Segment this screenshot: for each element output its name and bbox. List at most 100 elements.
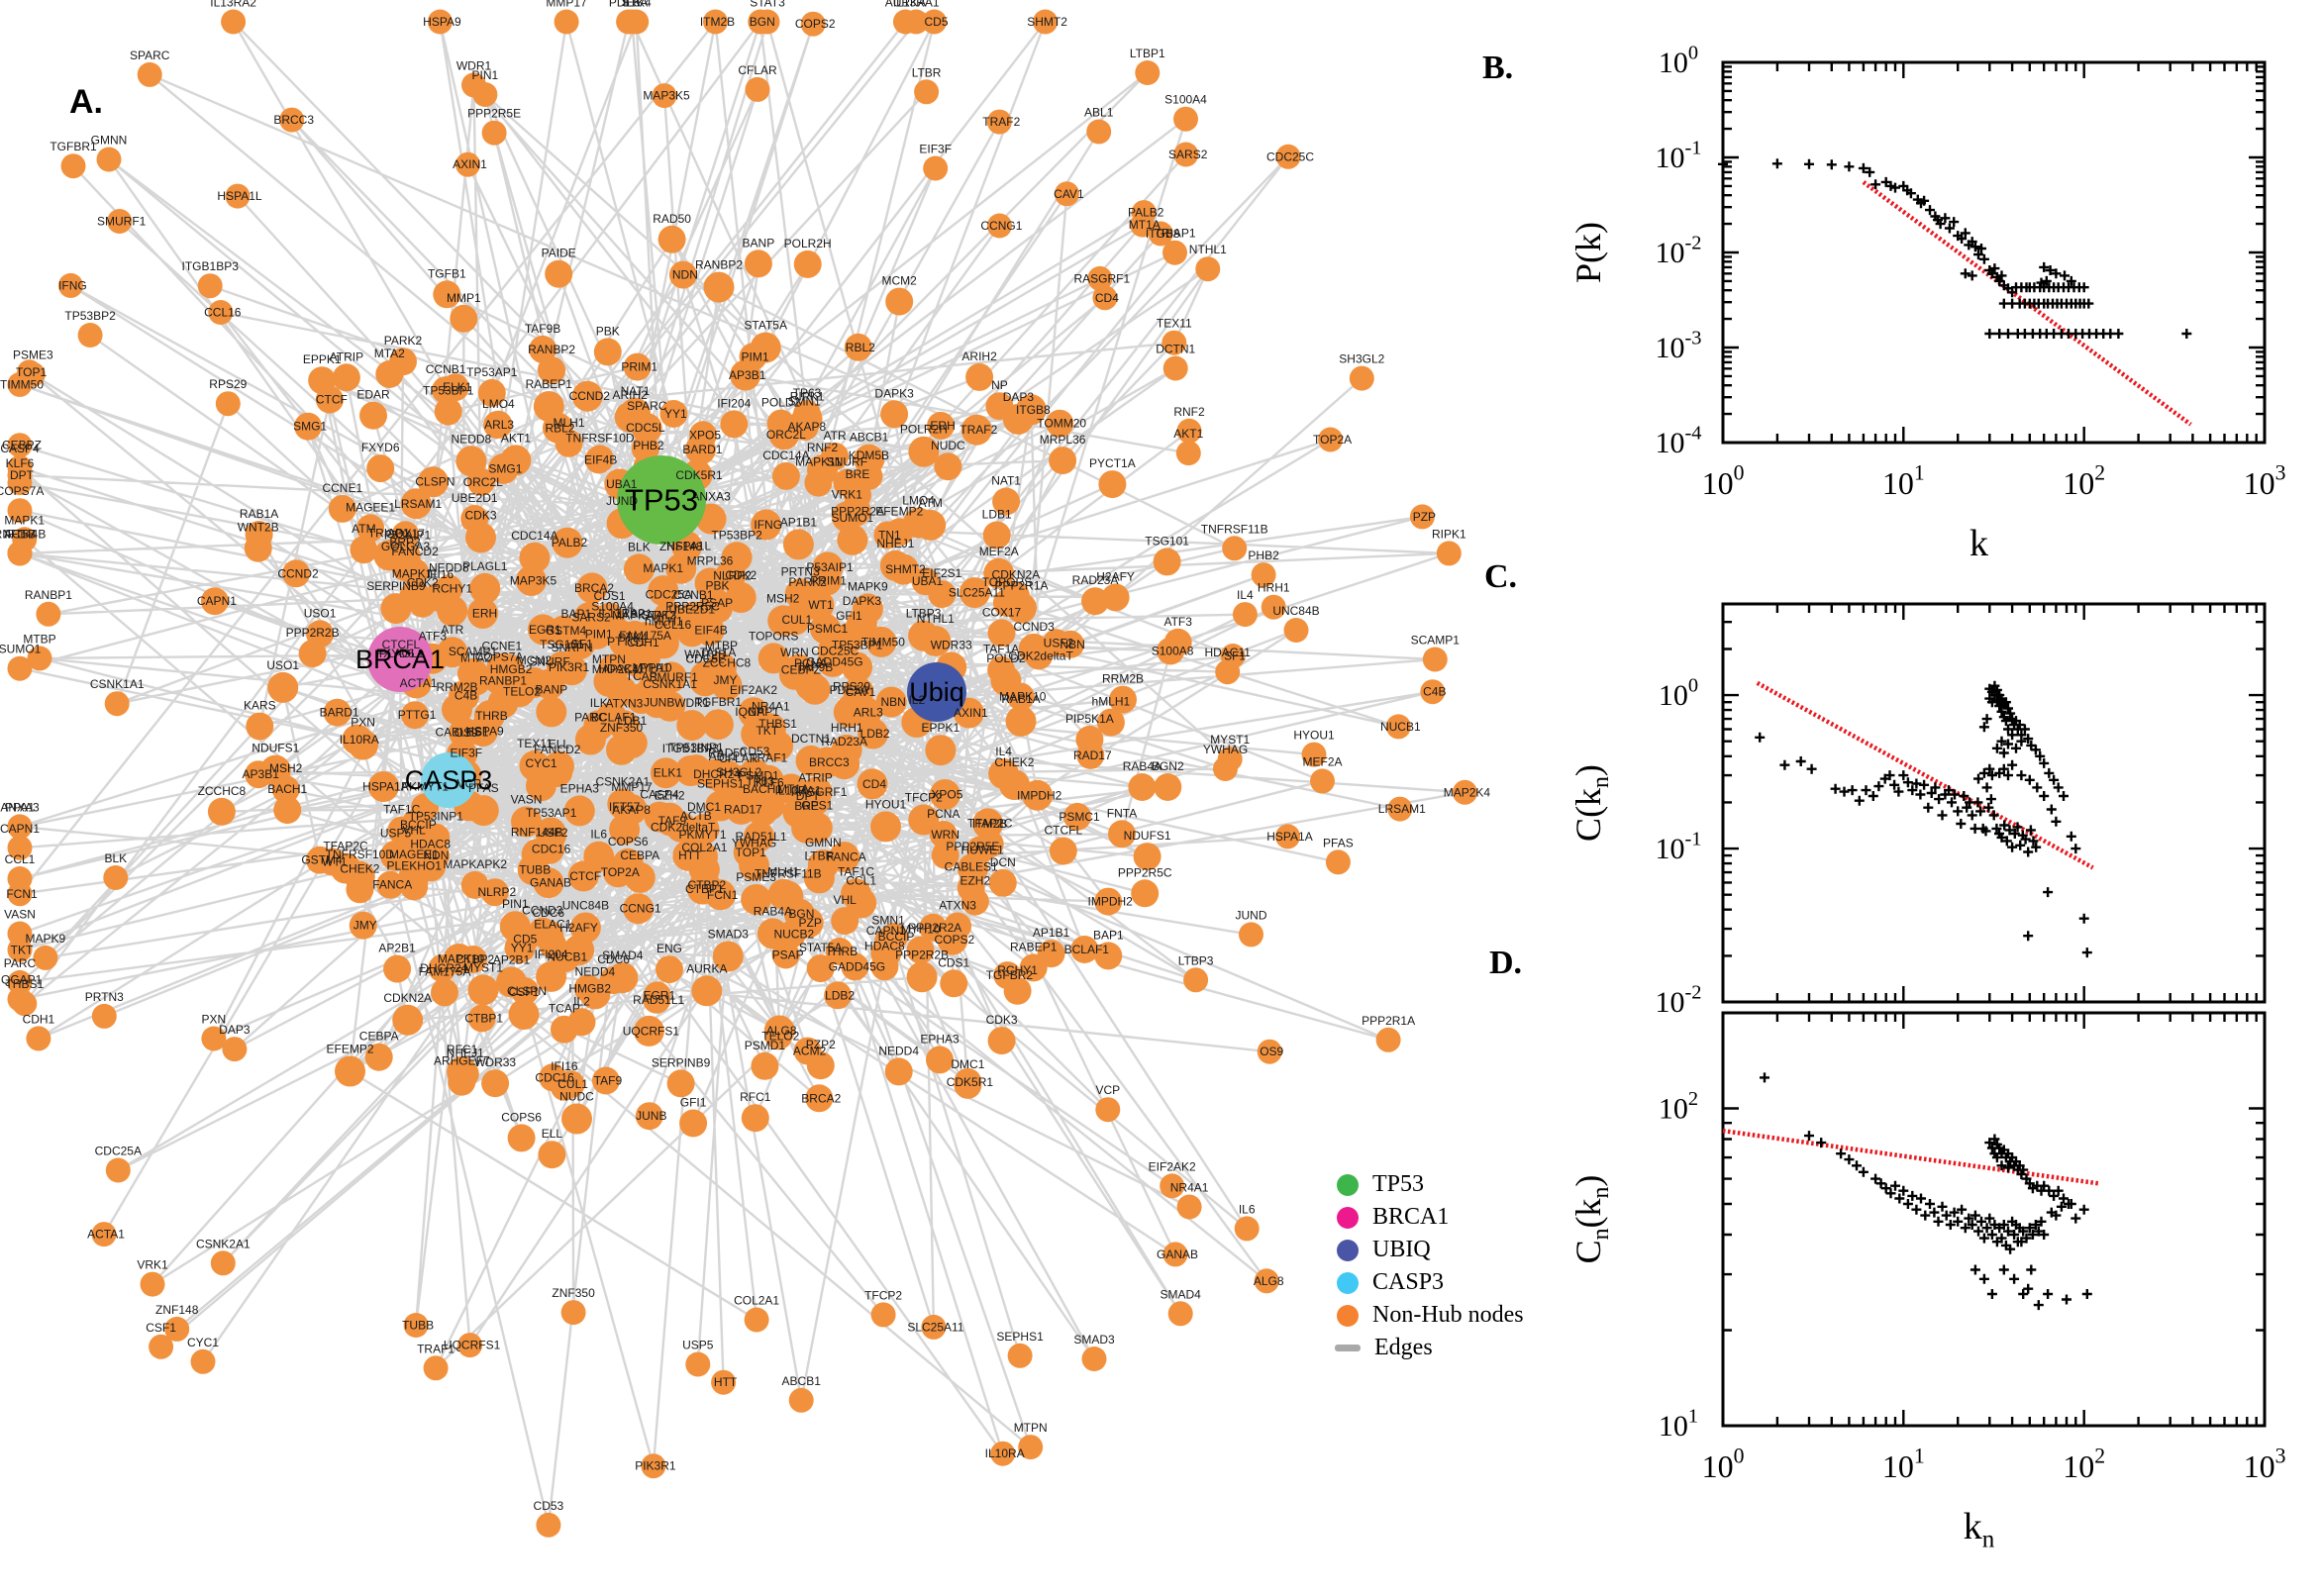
node-label: PYCT1A [1089,456,1136,470]
non-hub-node [623,893,655,925]
node-label: S100A4 [591,600,634,614]
node-label: RFC1 [447,1043,478,1056]
node-label: RAB1A [1001,692,1040,706]
non-hub-node [1325,849,1351,875]
node-label: LDB2 [860,727,890,741]
node-label: ARL3 [854,706,883,720]
non-hub-node [906,961,938,993]
node-label: JUND [1236,908,1267,922]
non-hub-node [561,1103,592,1135]
node-label: ELK1 [443,380,472,394]
node-label: HRH1 [1258,581,1290,595]
node-label: BGN2 [1152,759,1184,773]
node-label: TP63 [746,774,774,788]
node-label: SHMT2 [1027,15,1067,29]
node-label: NTHL1 [1189,243,1227,256]
non-hub-node [925,735,957,766]
node-label: BLK [628,540,651,553]
node-label: HSPA1L [217,189,261,203]
non-hub-node [633,1015,664,1047]
non-hub-node [940,969,968,998]
node-label: CD53 [740,745,770,758]
non-hub-node [793,249,822,278]
non-hub-node [870,811,901,843]
node-label: TFCP2 [864,1288,902,1302]
node-label: PSMC1 [807,622,849,636]
node-label: WT1 [808,598,834,612]
node-label: NTHL1 [917,612,955,626]
non-hub-node [387,816,416,845]
non-hub-node [1007,1343,1033,1368]
network-legend: TP53 BRCA1 UBIQ CASP3 Non-Hub nodes Edge… [1335,1168,1524,1364]
node-label: MYST1 [1210,733,1250,747]
node-label: PPP2R1A [994,579,1048,593]
non-hub-node [91,1003,117,1029]
tick-label: 10-1 [1656,829,1702,866]
non-hub-node [959,577,990,609]
non-hub-node [691,975,723,1007]
node-label: SPARC [627,399,667,413]
node-label: CCL1 [846,874,876,888]
node-label: MSH2 [269,761,303,775]
non-hub-node [450,304,478,333]
non-hub-node [672,840,704,871]
node-label: CABLES1 [435,725,488,739]
brca1-swatch-icon [1337,1206,1359,1229]
node-label: TOPORS [982,575,1032,589]
tick-label: 10-1 [1656,138,1702,175]
non-hub-node [457,1333,483,1358]
node-label: CDC16 [532,842,571,855]
node-label: ATRIP [798,771,832,785]
node-label: JUNB [636,1109,666,1123]
non-hub-node [908,436,940,467]
non-hub-node [392,1004,424,1036]
non-hub-node [987,619,1016,648]
node-label: TFCP2 [905,791,943,805]
node-label: ACTA1 [87,1228,125,1242]
node-label: DPT [796,789,821,803]
node-label: CDC14A [762,449,809,462]
node-label: PSMD1 [738,769,779,783]
non-hub-node [437,595,468,627]
node-label: DAPK3 [843,594,882,608]
node-label: CSNK1A1 [643,677,697,691]
non-hub-node [536,1512,561,1538]
node-label: SCAMP1 [449,645,498,658]
node-label: HSPA1L [666,540,711,553]
node-label: MAGEE1 [346,500,395,514]
node-label: UNC84B [1272,604,1319,618]
non-hub-node [105,1157,131,1183]
node-label: NUCB1 [1380,720,1421,734]
node-label: BRCC3 [809,755,850,769]
tick-label: 100 [1702,461,1745,501]
node-label: ATM [918,496,942,510]
non-hub-node [831,501,862,533]
node-label: TN1 [878,529,901,543]
non-hub-node [885,287,914,316]
non-hub-node [434,397,462,426]
tick-label: 102 [2063,461,2105,501]
node-label: EIF2AK2 [1149,1159,1196,1173]
node-label: NP [991,378,1008,392]
node-label: PIP5K1A [1065,712,1114,726]
non-hub-node [431,978,458,1007]
node-label: TSG101 [1145,534,1189,548]
node-label: RANBP2 [695,258,743,272]
non-hub-node [609,814,641,846]
node-label: HUWE1 [961,843,1005,856]
node-label: TP53AP1 [526,806,577,820]
node-label: SPARC [130,49,170,62]
non-hub-node [712,941,744,972]
non-hub-node [1195,256,1221,282]
node-label: SMN1 [871,914,905,928]
node-label: IFT57 [4,528,36,542]
node-label: TEX11 [1157,317,1192,331]
node-label: HMGB2 [568,981,611,995]
node-label: VHL [402,823,426,837]
node-label: HSPA9 [423,15,461,29]
node-label: AKT1 [501,431,531,445]
node-label: HMGB2 [490,662,533,676]
panel-c-plot: 100 10-1 10-2 C(kn) [1568,602,2267,1019]
node-label: FCN1 [707,888,739,902]
node-label: CSF1 [509,985,540,999]
